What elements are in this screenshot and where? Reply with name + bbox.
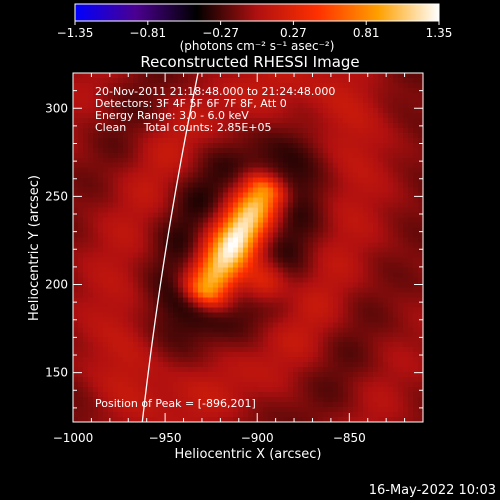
x-tick-label: −1000 — [53, 431, 94, 445]
annotation-energy-range: Energy Range: 3.0 - 6.0 keV — [95, 109, 249, 122]
colorbar-tick-label: −1.35 — [57, 26, 94, 40]
y-tick-label: 150 — [45, 366, 68, 380]
date-stamp: 16-May-2022 10:03 — [369, 483, 496, 498]
x-axis-label: Heliocentric X (arcsec) — [175, 447, 322, 462]
x-axis-ticks: −1000 −950 −900 −850 — [53, 73, 406, 445]
peak-position-label: Position of Peak = [-896,201] — [95, 397, 256, 410]
colorbar-ticks: −1.35 −0.81 −0.27 0.27 0.81 1.35 — [57, 21, 453, 40]
colorbar-strip — [74, 3, 440, 22]
annotation-detectors: Detectors: 3F 4F 5F 6F 7F 8F, Att 0 — [95, 97, 287, 110]
annotation-time-range: 20-Nov-2011 21:18:48.000 to 21:24:48.000 — [95, 85, 335, 98]
colorbar-tick-label: −0.81 — [129, 26, 166, 40]
y-axis-ticks: 150 200 250 300 — [45, 90, 423, 409]
x-tick-label: −900 — [241, 431, 274, 445]
chart-title: Reconstructed RHESSI Image — [140, 53, 359, 71]
plot-frame — [72, 72, 424, 423]
annotation-block: 20-Nov-2011 21:18:48.000 to 21:24:48.000… — [95, 85, 335, 134]
solar-limb-line — [141, 73, 199, 422]
plot-area — [73, 73, 423, 422]
colorbar: −1.35 −0.81 −0.27 0.27 0.81 1.35 (photons cm⁻… — [57, 3, 453, 53]
colorbar-tick-label: 0.27 — [280, 26, 307, 40]
colorbar-tick-label: 1.35 — [426, 26, 453, 40]
x-tick-label: −850 — [333, 431, 366, 445]
y-tick-label: 250 — [45, 189, 68, 203]
colorbar-tick-label: 0.81 — [353, 26, 380, 40]
colorbar-tick-label: −0.27 — [202, 26, 239, 40]
heatmap-image — [73, 73, 423, 422]
annotation-clean-counts: Clean Total counts: 2.85E+05 — [95, 121, 272, 134]
x-tick-label: −950 — [149, 431, 182, 445]
colorbar-units-label: (photons cm⁻² s⁻¹ asec⁻²) — [180, 39, 335, 53]
y-axis-label: Heliocentric Y (arcsec) — [27, 175, 42, 321]
y-tick-label: 200 — [45, 278, 68, 292]
y-tick-label: 300 — [45, 101, 68, 115]
